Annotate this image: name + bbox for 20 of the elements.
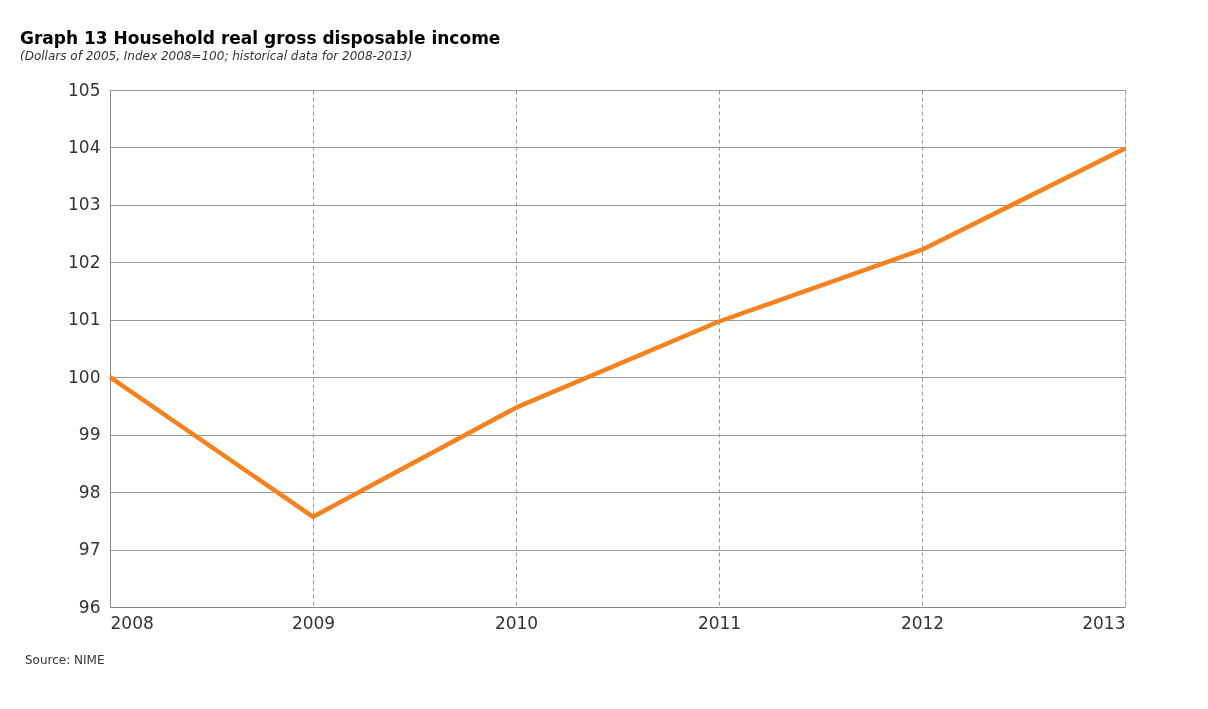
y-tick-label: 104 bbox=[68, 136, 101, 157]
y-tick-label: 100 bbox=[68, 366, 101, 387]
x-tick-label: 2011 bbox=[697, 612, 742, 633]
y-tick-label: 102 bbox=[68, 251, 101, 272]
y-tick-label: 105 bbox=[68, 79, 101, 100]
source-note: Source: NIME bbox=[25, 653, 105, 667]
x-tick-label: 2010 bbox=[494, 612, 539, 633]
x-tick-label: 2012 bbox=[900, 612, 945, 633]
line-series bbox=[107, 146, 1128, 520]
x-tick-label: 2013 bbox=[1082, 612, 1126, 633]
y-tick-label: 99 bbox=[78, 424, 101, 445]
x-tick-label: 2009 bbox=[291, 612, 336, 633]
y-tick-label: 101 bbox=[68, 309, 101, 330]
chart-subtitle: (Dollars of 2005, Index 2008=100; historical data for 2008-2013) bbox=[20, 49, 413, 63]
y-tick-label: 103 bbox=[68, 194, 101, 215]
y-tick-label: 98 bbox=[78, 481, 101, 502]
x-tick-label: 2008 bbox=[110, 612, 154, 633]
y-tick-label: 97 bbox=[78, 539, 101, 560]
y-tick-label: 96 bbox=[78, 596, 101, 617]
chart-title: Graph 13 Household real gross disposable income bbox=[20, 28, 501, 48]
